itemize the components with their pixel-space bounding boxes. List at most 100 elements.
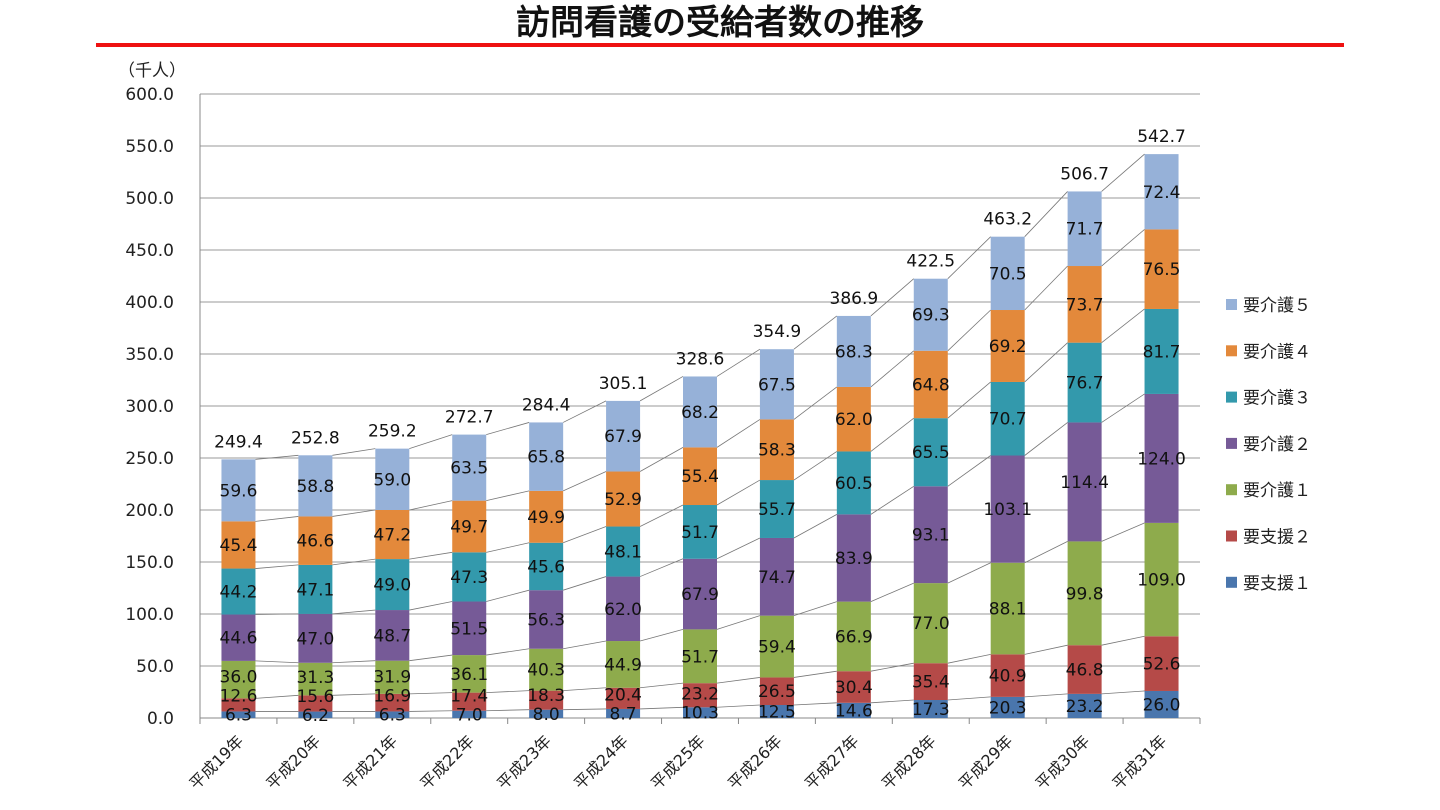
y-tick-label: 50.0 (136, 657, 174, 677)
data-label: 15.6 (296, 687, 334, 707)
data-label: 60.5 (835, 474, 873, 494)
y-tick-label: 0.0 (147, 709, 174, 729)
data-label: 51.7 (681, 523, 719, 543)
bar-segment (375, 448, 410, 510)
total-label: 386.9 (830, 289, 879, 309)
data-label: 47.2 (373, 526, 411, 546)
data-label: 76.5 (1143, 260, 1181, 280)
total-label: 252.8 (291, 428, 340, 448)
data-label: 8.0 (533, 705, 560, 725)
series-line (1101, 393, 1145, 423)
data-label: 44.9 (604, 655, 642, 675)
bar-segment (221, 711, 256, 718)
bar-segment (759, 480, 794, 538)
bar-segment (913, 700, 948, 718)
bar-segment (836, 601, 871, 672)
bar-segment (990, 381, 1025, 456)
data-label: 36.0 (220, 668, 258, 688)
series-line (332, 660, 376, 664)
series-line (640, 706, 684, 710)
data-label: 47.3 (450, 568, 488, 588)
bar-segment (298, 564, 333, 614)
series-line (1101, 522, 1145, 542)
series-line (1101, 690, 1145, 695)
legend-swatch (1226, 576, 1237, 588)
bar-segment (913, 486, 948, 584)
data-label: 23.2 (1066, 697, 1104, 717)
series-line (563, 687, 607, 692)
series-line (486, 589, 530, 602)
data-label: 26.5 (758, 682, 796, 702)
series-line (332, 509, 376, 517)
series-line (870, 582, 914, 602)
bar-segment (836, 451, 871, 515)
legend-label: 要介護１ (1243, 481, 1311, 501)
page-title: 訪問看護の受給者数の推移 (516, 3, 924, 43)
series-line (716, 615, 761, 630)
legend-label: 要支援２ (1243, 528, 1311, 548)
data-label: 52.9 (604, 490, 642, 510)
series-line (793, 386, 838, 420)
data-label: 44.6 (220, 629, 258, 649)
data-label: 35.4 (912, 673, 950, 693)
x-tick-label: 平成23年 (493, 731, 555, 793)
series-line (947, 653, 991, 664)
legend-label: 要介護５ (1243, 296, 1311, 316)
series-line (255, 694, 299, 699)
data-label: 20.3 (989, 698, 1027, 718)
series-line (870, 278, 915, 317)
data-label: 30.4 (835, 678, 873, 698)
title-underline (96, 43, 1344, 47)
data-label: 49.7 (450, 517, 488, 537)
data-label: 114.4 (1060, 473, 1109, 493)
total-label: 249.4 (214, 432, 263, 452)
bar-segment (529, 709, 564, 718)
series-line (563, 576, 607, 591)
bar-segment (990, 696, 1025, 718)
y-tick-label: 100.0 (125, 605, 174, 625)
legend-swatch (1226, 345, 1237, 357)
bar-segment (1144, 636, 1179, 691)
total-label: 328.6 (676, 349, 725, 369)
legend-swatch (1226, 484, 1237, 496)
data-label: 47.1 (296, 580, 334, 600)
y-axis-unit-label: （千人） (118, 61, 186, 81)
data-label: 59.4 (758, 638, 796, 658)
series-line (563, 640, 607, 650)
bar-segment (452, 692, 487, 711)
series-line (486, 648, 530, 656)
series-line (716, 348, 761, 377)
series-line (1024, 422, 1068, 456)
data-label: 72.4 (1143, 183, 1181, 203)
bar-segment (221, 459, 256, 522)
bar-segment (759, 705, 794, 718)
x-tick-label: 平成21年 (339, 731, 401, 793)
x-tick-label: 平成22年 (416, 731, 478, 793)
bar-segment (1144, 690, 1179, 718)
y-tick-label: 400.0 (125, 293, 174, 313)
data-label: 59.0 (373, 470, 411, 490)
total-label: 305.1 (599, 374, 648, 394)
series-line (1101, 308, 1145, 343)
data-label: 40.9 (989, 667, 1027, 687)
data-label: 70.7 (989, 410, 1027, 430)
bar-segment (529, 490, 564, 543)
x-tick-label: 平成24年 (570, 731, 632, 793)
series-line (716, 419, 761, 448)
total-label: 506.7 (1060, 164, 1109, 184)
series-line (409, 434, 453, 450)
series-line (870, 485, 914, 515)
series-line (255, 516, 299, 522)
series-line (255, 454, 299, 460)
data-label: 47.0 (296, 629, 334, 649)
series-line (947, 696, 991, 701)
bar-segment (529, 542, 564, 591)
series-line (716, 677, 760, 684)
series-line (562, 400, 607, 423)
data-label: 58.8 (296, 477, 334, 497)
bar-segment (683, 683, 717, 708)
bar-segment (1067, 645, 1102, 694)
bar-segment (759, 419, 794, 481)
data-label: 6.3 (379, 706, 406, 726)
legend-label: 要介護２ (1243, 435, 1311, 455)
